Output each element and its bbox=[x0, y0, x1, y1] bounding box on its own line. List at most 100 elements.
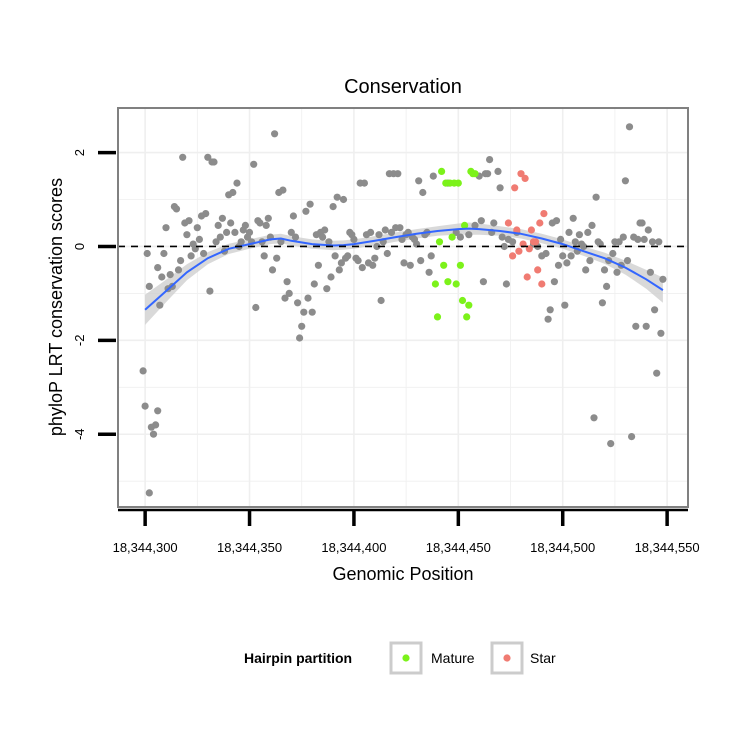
point-other bbox=[145, 282, 153, 290]
point-other bbox=[216, 233, 224, 241]
x-tick-label: 18,344,550 bbox=[635, 540, 700, 555]
point-other bbox=[406, 261, 414, 269]
point-mature bbox=[463, 313, 471, 321]
point-other bbox=[214, 221, 222, 229]
point-other bbox=[508, 238, 517, 246]
point-other bbox=[546, 306, 554, 314]
point-other bbox=[554, 261, 563, 269]
point-other bbox=[354, 257, 362, 265]
point-other bbox=[204, 153, 212, 161]
point-other bbox=[383, 249, 391, 258]
y-axis-title: phyloP LRT conservation scores bbox=[46, 178, 66, 436]
point-other bbox=[245, 228, 254, 236]
point-other bbox=[398, 235, 406, 243]
x-axis-title: Genomic Position bbox=[332, 564, 473, 584]
point-other bbox=[590, 414, 598, 422]
point-other bbox=[291, 233, 300, 241]
point-other bbox=[381, 226, 389, 234]
point-other bbox=[339, 195, 348, 204]
point-other bbox=[603, 282, 611, 290]
point-other bbox=[619, 233, 627, 241]
point-other bbox=[634, 235, 642, 243]
point-other bbox=[323, 285, 331, 293]
point-other bbox=[279, 186, 287, 194]
point-other bbox=[227, 219, 235, 227]
point-mature bbox=[458, 296, 467, 305]
x-tick-label: 18,344,500 bbox=[530, 540, 595, 555]
point-other bbox=[185, 217, 193, 225]
grid-lines bbox=[118, 108, 688, 507]
point-other bbox=[260, 252, 268, 260]
point-other bbox=[333, 193, 341, 201]
point-other bbox=[172, 205, 181, 213]
point-star bbox=[523, 273, 531, 281]
legend-swatch-star bbox=[503, 654, 511, 662]
point-other bbox=[565, 228, 573, 236]
point-other bbox=[139, 367, 147, 375]
point-mature bbox=[431, 280, 439, 288]
panel-background bbox=[118, 108, 688, 507]
point-other bbox=[156, 301, 164, 309]
point-other bbox=[231, 228, 239, 236]
x-axis: 18,344,300 18,344,350 18,344,400 18,344,450… bbox=[113, 508, 700, 555]
point-other bbox=[143, 249, 151, 258]
point-other bbox=[319, 233, 327, 241]
point-other bbox=[417, 257, 425, 265]
point-other bbox=[233, 179, 241, 187]
point-other bbox=[600, 266, 609, 274]
legend-swatch-mature bbox=[402, 654, 410, 662]
point-other bbox=[571, 238, 579, 246]
point-other bbox=[655, 238, 663, 246]
point-other bbox=[193, 224, 201, 232]
point-other bbox=[625, 123, 634, 131]
x-tick-label: 18,344,350 bbox=[217, 540, 282, 555]
point-other bbox=[490, 219, 498, 227]
point-other bbox=[544, 315, 552, 323]
point-other bbox=[580, 242, 588, 251]
point-other bbox=[287, 228, 295, 236]
x-tick-label: 18,344,300 bbox=[113, 540, 178, 555]
chart-title: Conservation bbox=[344, 76, 462, 98]
point-other bbox=[237, 238, 245, 246]
point-other bbox=[567, 252, 575, 260]
point-other bbox=[648, 238, 657, 246]
point-other bbox=[302, 207, 310, 215]
point-other bbox=[335, 266, 343, 274]
y-tick-label: -4 bbox=[72, 428, 87, 440]
point-other bbox=[628, 433, 636, 441]
point-other bbox=[223, 228, 231, 236]
panel-border bbox=[117, 107, 689, 508]
point-mature bbox=[433, 313, 442, 321]
point-other bbox=[154, 407, 162, 415]
point-other bbox=[229, 188, 237, 197]
point-other bbox=[300, 308, 308, 316]
point-other bbox=[206, 287, 214, 295]
point-other bbox=[373, 242, 381, 251]
point-other bbox=[166, 271, 174, 279]
point-other bbox=[252, 303, 260, 312]
point-other bbox=[141, 402, 149, 410]
point-other bbox=[250, 160, 258, 168]
y-axis: -4 -2 0 2 bbox=[72, 149, 116, 440]
point-star bbox=[517, 170, 525, 178]
point-other bbox=[396, 224, 404, 232]
point-other bbox=[200, 249, 208, 258]
point-other bbox=[337, 259, 345, 267]
point-mature bbox=[471, 170, 479, 178]
point-other bbox=[162, 224, 170, 232]
point-other bbox=[350, 235, 358, 243]
point-other bbox=[598, 299, 607, 307]
point-star bbox=[534, 266, 542, 274]
point-other bbox=[152, 421, 160, 429]
point-other bbox=[452, 228, 460, 236]
x-tick-label: 18,344,400 bbox=[321, 540, 386, 555]
point-other bbox=[561, 301, 569, 309]
point-star bbox=[527, 226, 536, 234]
point-other bbox=[494, 167, 502, 175]
point-mature bbox=[448, 233, 456, 241]
legend: Hairpin partition Mature Star bbox=[244, 641, 556, 675]
point-other bbox=[569, 214, 577, 222]
point-other bbox=[241, 221, 249, 229]
point-other bbox=[394, 170, 402, 178]
point-other bbox=[588, 221, 596, 229]
